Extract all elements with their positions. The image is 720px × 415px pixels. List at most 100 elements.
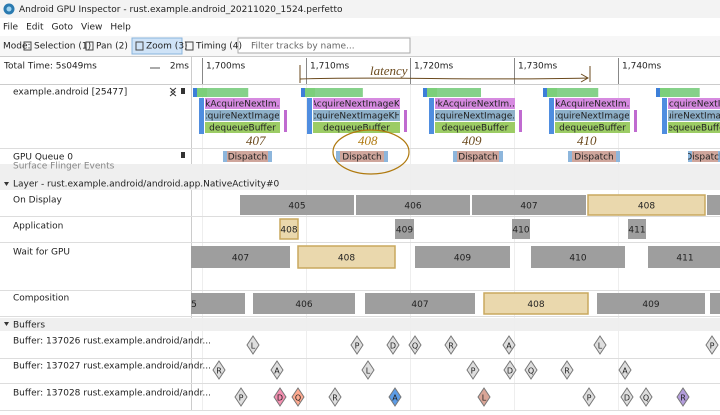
pin-icon <box>181 152 185 158</box>
frame-slice[interactable] <box>628 219 646 239</box>
frame-slice[interactable] <box>648 246 720 268</box>
buffer-event[interactable] <box>234 387 248 407</box>
buffer-event[interactable] <box>524 360 538 380</box>
trace-slice[interactable] <box>435 110 515 121</box>
buffer-event[interactable] <box>503 360 517 380</box>
event-label: L <box>482 394 487 403</box>
mode-button[interactable]: Selection (1) <box>34 42 91 52</box>
slice-label: 411 <box>676 254 693 264</box>
frame-slice[interactable] <box>279 218 299 240</box>
buffer-event[interactable] <box>618 360 632 380</box>
dispatch-slice[interactable] <box>688 151 720 162</box>
section-band <box>0 318 720 331</box>
mode-button[interactable]: Timing (4) <box>195 42 242 52</box>
frame-slice[interactable] <box>191 293 245 314</box>
buffer-event[interactable] <box>386 335 400 355</box>
buffer-event[interactable] <box>560 360 574 380</box>
buffer-event[interactable] <box>477 387 491 407</box>
dispatch-slice[interactable] <box>336 151 388 162</box>
frame-slice[interactable] <box>415 246 510 268</box>
mode-button[interactable]: Pan (2) <box>96 42 128 52</box>
trace-slice[interactable] <box>555 110 630 121</box>
buffer-event[interactable] <box>593 335 607 355</box>
filter-placeholder: Filter tracks by name... <box>251 42 355 52</box>
trace-slice[interactable] <box>313 98 400 109</box>
frame-slice[interactable] <box>587 194 706 216</box>
buffer-event[interactable] <box>361 360 375 380</box>
buffer-event[interactable] <box>639 387 653 407</box>
buffer-event[interactable] <box>273 387 287 407</box>
dispatch-slice[interactable] <box>568 151 620 162</box>
buffer-event[interactable] <box>350 335 364 355</box>
buffer-event[interactable] <box>270 360 284 380</box>
trace-slice[interactable] <box>205 98 280 109</box>
slice-label: 407 <box>520 202 537 212</box>
dispatch-slice[interactable] <box>223 151 272 162</box>
buffer-event[interactable] <box>466 360 480 380</box>
track-label: Buffer: 137026 rust.example.android/andr… <box>13 337 211 347</box>
frame-slice[interactable] <box>395 219 414 239</box>
event-label: P <box>471 367 476 376</box>
buffer-event[interactable] <box>388 387 402 407</box>
trace-slice[interactable] <box>555 98 630 109</box>
section-label: Layer - rust.example.android/android.app… <box>13 180 279 190</box>
frame-slice[interactable] <box>297 245 396 269</box>
buffer-event[interactable] <box>328 387 342 407</box>
track-label: Wait for GPU <box>13 248 70 258</box>
menu-item[interactable]: Goto <box>52 23 74 33</box>
mode-button[interactable]: Zoom (3) <box>146 42 188 52</box>
trace-slice[interactable] <box>205 110 280 121</box>
dispatch-edge <box>453 151 457 162</box>
frame-slice[interactable] <box>512 219 530 239</box>
dispatch-edge <box>616 151 620 162</box>
menu-item[interactable]: Help <box>110 23 131 33</box>
slice-label: dequeueBuffer <box>442 124 509 134</box>
event-label: P <box>710 342 715 351</box>
slice-label: Dispatch <box>342 153 382 163</box>
thread-slice <box>549 98 554 134</box>
buffer-event[interactable] <box>502 335 516 355</box>
frame-slice[interactable] <box>356 195 470 215</box>
frame-slice[interactable] <box>240 195 354 215</box>
pin-icon <box>169 87 177 97</box>
trace-slice[interactable] <box>668 122 720 133</box>
buffer-event[interactable] <box>705 335 719 355</box>
slice-label: 405 <box>288 202 305 212</box>
slice-label: AcquireNextImage... <box>547 112 639 122</box>
menu-item[interactable]: View <box>81 23 102 33</box>
buffer-event[interactable] <box>212 360 226 380</box>
buffer-event[interactable] <box>582 387 596 407</box>
filter-box[interactable] <box>237 37 411 54</box>
frame-slice[interactable] <box>531 246 625 268</box>
trace-slice[interactable] <box>435 122 515 133</box>
dispatch-edge <box>268 151 272 162</box>
buffer-event[interactable] <box>620 387 634 407</box>
dispatch-slice[interactable] <box>453 151 503 162</box>
trace-slice[interactable] <box>668 98 720 109</box>
menu-item[interactable]: Edit <box>26 23 44 33</box>
frame-slice[interactable] <box>365 293 475 314</box>
buffer-event[interactable] <box>246 335 260 355</box>
trace-slice[interactable] <box>313 122 400 133</box>
thread-slice <box>543 88 547 97</box>
menu-item[interactable]: File <box>3 23 19 33</box>
buffer-event[interactable] <box>408 335 422 355</box>
trace-slice[interactable] <box>435 98 515 109</box>
trace-slice[interactable] <box>555 122 630 133</box>
frame-slice[interactable] <box>191 246 290 268</box>
slice-label: 411 <box>628 226 645 236</box>
slice-label: 407 <box>411 300 428 310</box>
trace-slice[interactable] <box>668 110 720 121</box>
frame-slice[interactable] <box>472 195 586 215</box>
frame-slice[interactable] <box>253 293 355 314</box>
frame-slice[interactable] <box>597 293 705 314</box>
trace-slice[interactable] <box>205 122 280 133</box>
buffer-event[interactable] <box>444 335 458 355</box>
buffer-event[interactable] <box>676 387 690 407</box>
trace-slice[interactable] <box>313 110 400 121</box>
window-title: Android GPU Inspector - rust.example.and… <box>19 5 343 15</box>
buffer-event[interactable] <box>291 387 305 407</box>
frame-slice[interactable] <box>483 292 589 315</box>
mode-icon <box>135 41 144 51</box>
